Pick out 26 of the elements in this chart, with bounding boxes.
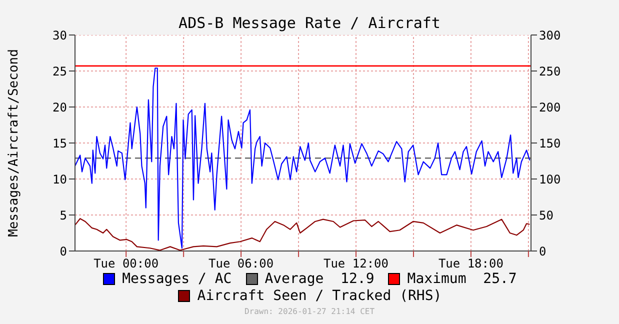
y2-tick-label: 250: [539, 64, 561, 78]
y2-tick-label: 100: [539, 172, 561, 186]
y-tick-label: 30: [52, 28, 67, 42]
y-tick-label: 20: [52, 100, 67, 114]
line-series: [75, 68, 530, 249]
x-tick-label: Tue 18:00: [438, 256, 504, 271]
text: Drawn: 2026-01-27 21:14 CET: [243, 307, 376, 316]
chart-title: ADS-B Message Rate / Aircraft: [178, 14, 440, 32]
y-tick-label: 25: [52, 64, 67, 78]
y2-tick-label: 0: [539, 244, 546, 258]
y-tick-label: 15: [52, 136, 67, 150]
legend-label: Maximum 25.7: [407, 271, 517, 287]
y2-tick-label: 300: [539, 28, 561, 42]
y-axis-title: Messages/Aircraft/Second: [6, 49, 22, 237]
y2-tick-label: 150: [539, 136, 561, 150]
legend-label: Average 12.9: [264, 271, 374, 287]
x-tick-label: Tue 12:00: [323, 256, 389, 271]
y-tick-label: 0: [60, 244, 67, 258]
legend-label: Messages / AC: [122, 271, 232, 287]
y2-tick-label: 50: [539, 208, 554, 222]
legend-label: Aircraft Seen / Tracked (RHS): [197, 288, 442, 304]
y2-tick-label: 200: [539, 100, 561, 114]
x-tick-label: Tue 06:00: [208, 256, 274, 271]
x-tick-label: Tue 00:00: [94, 256, 159, 271]
y-tick-label: 5: [60, 208, 67, 222]
y-tick-label: 10: [52, 172, 67, 186]
